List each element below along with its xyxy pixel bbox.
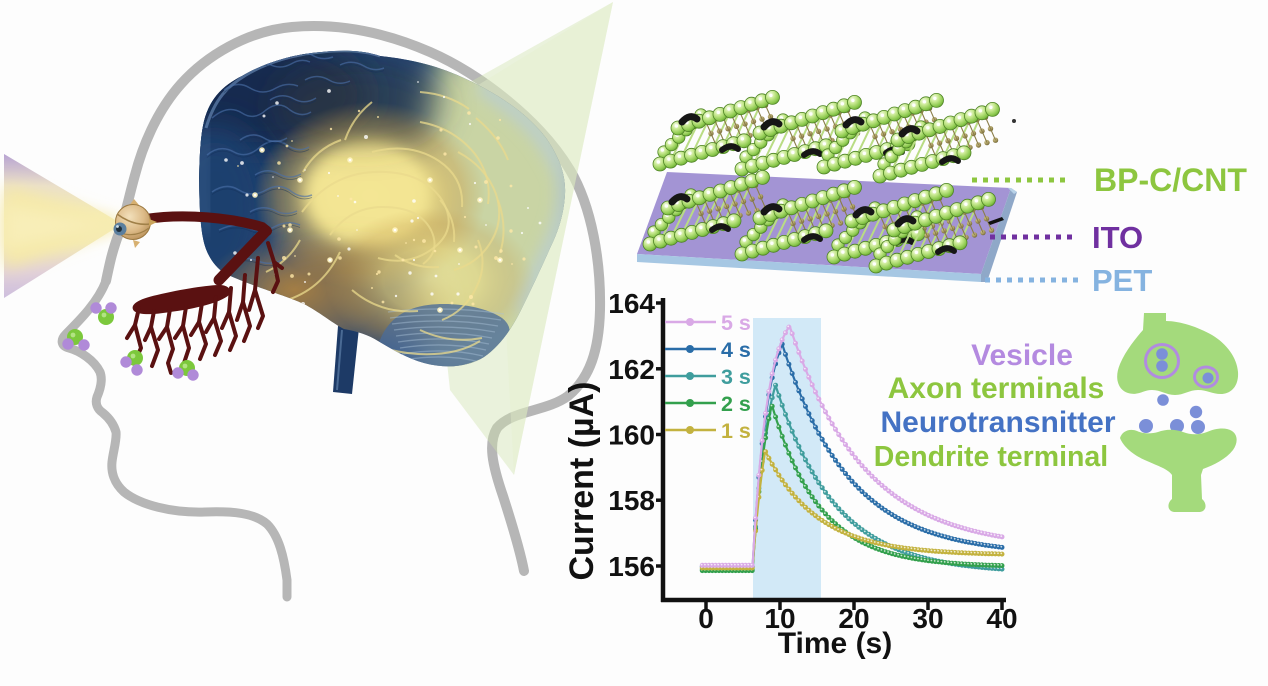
svg-text:3 s: 3 s	[721, 365, 751, 389]
svg-text:1 s: 1 s	[721, 419, 751, 443]
svg-text:PET: PET	[1092, 263, 1152, 298]
svg-text:156: 156	[608, 551, 655, 582]
svg-text:4 s: 4 s	[721, 338, 751, 362]
svg-text:ITO: ITO	[1092, 220, 1143, 255]
svg-text:5 s: 5 s	[721, 311, 751, 335]
svg-text:BP-C/CNT: BP-C/CNT	[1094, 162, 1247, 198]
svg-text:30: 30	[912, 603, 943, 634]
svg-text:Dendrite terminal: Dendrite terminal	[874, 441, 1108, 473]
svg-text:20: 20	[838, 603, 869, 634]
svg-text:Current (µA): Current (µA)	[563, 381, 601, 580]
svg-text:158: 158	[608, 485, 655, 516]
svg-text:160: 160	[608, 420, 655, 451]
svg-text:2 s: 2 s	[721, 392, 751, 416]
svg-text:Vesicle: Vesicle	[971, 339, 1073, 372]
svg-text:162: 162	[608, 354, 655, 385]
svg-text:0: 0	[698, 603, 714, 634]
svg-text:10: 10	[764, 603, 795, 634]
svg-text:164: 164	[608, 288, 655, 319]
svg-text:Time (s): Time (s)	[778, 627, 892, 660]
svg-text:Neurotransnitter: Neurotransnitter	[880, 406, 1115, 439]
svg-text:Axon terminals: Axon terminals	[888, 372, 1105, 405]
svg-text:40: 40	[986, 603, 1017, 634]
